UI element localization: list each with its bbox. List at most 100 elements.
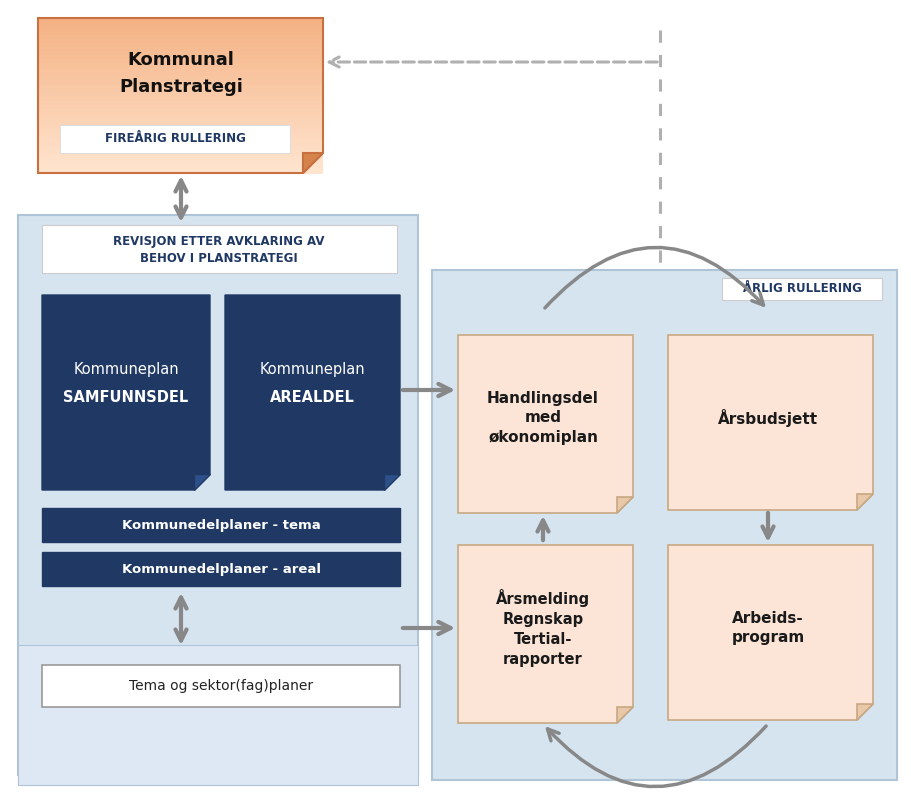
Bar	[38, 155, 323, 159]
Bar	[38, 93, 323, 97]
Bar	[722, 278, 882, 300]
Bar	[38, 18, 323, 21]
Bar	[38, 72, 323, 75]
Bar	[38, 159, 323, 163]
Polygon shape	[668, 335, 873, 510]
Bar	[38, 129, 323, 131]
Bar	[38, 125, 323, 127]
Text: Kommuneplan: Kommuneplan	[73, 362, 179, 378]
Text: Kommuneplan: Kommuneplan	[260, 362, 364, 378]
Bar	[38, 51, 323, 54]
Bar	[38, 92, 323, 94]
Bar	[18, 645, 418, 785]
Bar	[38, 45, 323, 48]
Bar	[38, 150, 323, 153]
Bar	[38, 140, 323, 143]
Bar	[38, 121, 323, 124]
Bar	[38, 138, 323, 141]
Bar	[38, 158, 323, 160]
Text: FIREÅRIG RULLERING: FIREÅRIG RULLERING	[105, 133, 245, 146]
Bar	[38, 161, 323, 164]
Bar	[38, 41, 323, 44]
Bar	[38, 64, 323, 68]
Text: Tema og sektor(fag)planer: Tema og sektor(fag)planer	[129, 679, 313, 693]
FancyArrowPatch shape	[548, 726, 766, 786]
Bar	[38, 126, 323, 130]
Bar	[38, 53, 323, 56]
Text: Årsbudsjett: Årsbudsjett	[718, 409, 818, 427]
Text: AREALDEL: AREALDEL	[270, 390, 354, 406]
Bar	[38, 20, 323, 23]
Bar	[38, 97, 323, 101]
Bar	[38, 82, 323, 85]
Bar	[38, 89, 323, 93]
Text: SAMFUNNSDEL: SAMFUNNSDEL	[64, 390, 189, 406]
Polygon shape	[617, 707, 633, 723]
Bar	[38, 22, 323, 25]
Bar	[38, 101, 323, 105]
Bar	[38, 24, 323, 27]
Bar	[38, 167, 323, 170]
Bar	[38, 144, 323, 147]
Bar	[38, 115, 323, 118]
Bar	[38, 39, 323, 42]
Bar	[38, 103, 323, 106]
Bar	[42, 552, 400, 586]
Text: ÅRLIG RULLERING: ÅRLIG RULLERING	[742, 283, 862, 295]
Bar	[38, 146, 323, 149]
Bar	[42, 508, 400, 542]
Bar	[38, 96, 323, 98]
Bar	[38, 26, 323, 29]
Bar	[38, 117, 323, 120]
Bar	[60, 125, 290, 153]
Polygon shape	[194, 474, 210, 490]
Bar	[38, 80, 323, 83]
Bar	[38, 122, 323, 126]
Bar	[38, 151, 323, 155]
Bar	[38, 37, 323, 40]
Text: REVISJON ETTER AVKLARING AV
BEHOV I PLANSTRATEGI: REVISJON ETTER AVKLARING AV BEHOV I PLAN…	[113, 235, 324, 265]
Bar	[432, 270, 897, 780]
Bar	[38, 76, 323, 79]
Text: Arbeids-
program: Arbeids- program	[732, 611, 804, 646]
Polygon shape	[384, 474, 400, 490]
Bar	[38, 30, 323, 32]
Bar	[38, 70, 323, 73]
Text: Kommunedelplaner - tema: Kommunedelplaner - tema	[122, 518, 321, 531]
Text: Planstrategi: Planstrategi	[119, 78, 243, 96]
Bar	[42, 665, 400, 707]
Bar	[38, 154, 323, 156]
Bar	[38, 63, 323, 65]
Bar	[38, 105, 323, 108]
Bar	[38, 34, 323, 36]
Bar	[38, 142, 323, 145]
Bar	[38, 171, 323, 174]
Polygon shape	[617, 497, 633, 513]
Bar	[38, 74, 323, 77]
Bar	[38, 113, 323, 116]
Bar	[38, 169, 323, 172]
Bar	[38, 109, 323, 112]
Text: Handlingsdel
med
økonomiplan: Handlingsdel med økonomiplan	[487, 390, 599, 445]
Bar	[38, 84, 323, 87]
Text: Kommunal: Kommunal	[128, 51, 234, 69]
Bar	[38, 99, 323, 102]
Bar	[38, 130, 323, 134]
Bar	[38, 107, 323, 110]
Bar	[38, 134, 323, 137]
Bar	[38, 43, 323, 46]
Text: Årsmelding
Regnskap
Tertial-
rapporter: Årsmelding Regnskap Tertial- rapporter	[496, 589, 590, 667]
Polygon shape	[458, 335, 633, 513]
Text: Kommunedelplaner - areal: Kommunedelplaner - areal	[121, 563, 321, 576]
Polygon shape	[42, 295, 210, 490]
Bar	[42, 225, 397, 273]
Bar	[38, 68, 323, 72]
Bar	[38, 35, 323, 39]
Bar	[38, 163, 323, 167]
Bar	[38, 27, 323, 31]
Bar	[38, 165, 323, 168]
Polygon shape	[458, 545, 633, 723]
Bar	[38, 132, 323, 135]
Bar	[38, 148, 323, 151]
Bar	[38, 136, 323, 139]
